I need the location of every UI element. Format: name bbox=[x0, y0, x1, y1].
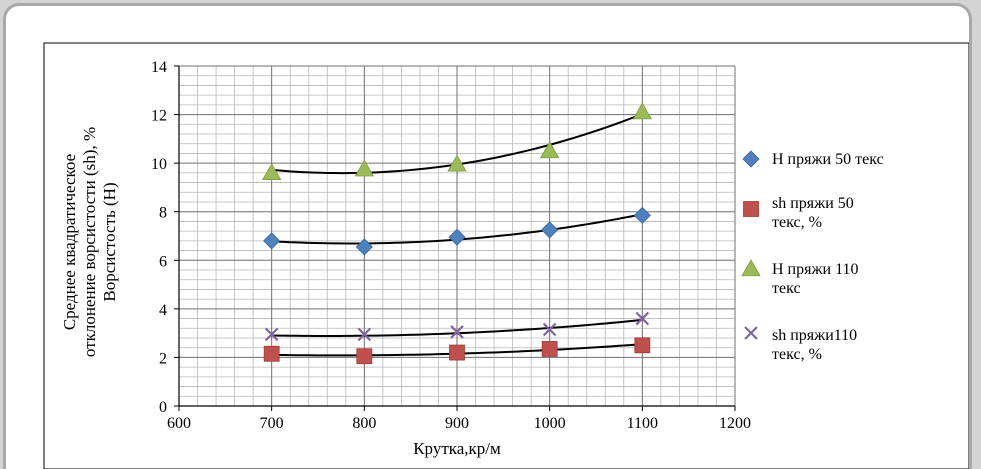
y-axis-title-line-3: Ворсистость (Н) bbox=[100, 182, 119, 301]
data-point-series-4 bbox=[542, 322, 557, 337]
legend-marker-diamond bbox=[742, 150, 760, 168]
y-axis-title: Среднее квадратическое отклонение ворсис… bbox=[60, 127, 119, 357]
data-point-series-3 bbox=[632, 102, 653, 120]
x-tick-label: 1000 bbox=[534, 415, 566, 432]
legend-marker-square-shape bbox=[743, 201, 759, 217]
y-tick-label: 6 bbox=[159, 253, 167, 270]
data-point-series-1 bbox=[355, 238, 373, 256]
data-point-series-3 bbox=[539, 141, 560, 159]
chart-area-border bbox=[43, 42, 969, 469]
data-point-series-2-shape bbox=[263, 345, 280, 362]
axes bbox=[174, 65, 736, 411]
data-point-series-3 bbox=[447, 154, 467, 172]
chart-frame: 600 700 800 900 1000 1100 1200 0 2 4 6 8 10 12 14 Кру… bbox=[3, 3, 972, 469]
legend-label-sh-110-line-1: sh пряжи110 bbox=[772, 327, 857, 344]
legend-marker-triangle-shape bbox=[741, 259, 761, 277]
x-axis-title: Крутка,кр/м bbox=[413, 439, 501, 458]
data-point-series-1 bbox=[448, 228, 466, 246]
legend-label-sh-110-line-2: текс, % bbox=[772, 346, 822, 363]
data-point-series-4-stroke-b bbox=[264, 327, 279, 342]
y-tick-label: 12 bbox=[151, 108, 167, 125]
data-point-series-1-shape bbox=[541, 221, 559, 239]
data-point-series-4-stroke-b bbox=[635, 311, 650, 326]
legend-marker-triangle bbox=[741, 259, 761, 277]
data-point-series-3-shape bbox=[539, 141, 560, 159]
x-tick-label: 700 bbox=[260, 415, 284, 432]
data-point-series-2 bbox=[263, 345, 280, 362]
data-point-series-3-shape bbox=[447, 154, 467, 172]
legend-marker-x bbox=[744, 326, 758, 340]
legend-marker-x-shape bbox=[744, 326, 758, 340]
data-point-series-4 bbox=[264, 327, 279, 342]
data-markers bbox=[261, 102, 653, 365]
y-axis-title-line-2: отклонение ворсистости (sh), % bbox=[80, 127, 99, 357]
x-tick-label: 800 bbox=[352, 415, 376, 432]
data-point-series-2-shape bbox=[634, 337, 651, 354]
chart: 600 700 800 900 1000 1100 1200 0 2 4 6 8 10 12 14 Кру… bbox=[43, 42, 969, 469]
data-point-series-4 bbox=[635, 311, 650, 326]
data-point-series-2-shape bbox=[449, 344, 465, 361]
legend: Н пряжи 50 текс sh пряжи 50 текс, % Н пр… bbox=[741, 150, 884, 363]
legend-label-h-50: Н пряжи 50 текс bbox=[772, 151, 884, 168]
x-tick-label: 1200 bbox=[719, 415, 751, 432]
x-tick-label: 900 bbox=[445, 415, 469, 432]
legend-marker-triangle-shape-shape bbox=[741, 259, 761, 277]
data-point-series-1 bbox=[633, 206, 651, 224]
y-axis-title-line-1: Среднее квадратическое bbox=[60, 154, 79, 330]
data-point-series-2 bbox=[356, 348, 373, 365]
y-tick-label: 10 bbox=[151, 156, 167, 173]
data-point-series-3 bbox=[354, 159, 375, 177]
data-point-series-2 bbox=[541, 341, 558, 357]
data-point-series-1 bbox=[263, 232, 281, 250]
legend-marker-diamond-shape bbox=[742, 150, 760, 168]
data-point-series-4-stroke-b bbox=[542, 322, 557, 337]
y-tick-label: 4 bbox=[159, 302, 167, 319]
data-point-series-4 bbox=[357, 327, 372, 342]
data-point-series-4 bbox=[450, 325, 464, 339]
data-point-series-3 bbox=[261, 163, 282, 181]
legend-label-sh-50-line-1: sh пряжи 50 bbox=[772, 195, 854, 212]
legend-marker-diamond-shape-shape bbox=[742, 150, 760, 168]
y-tick-labels: 0 2 4 6 8 10 12 14 bbox=[151, 59, 167, 416]
data-point-series-3-shape bbox=[354, 159, 375, 177]
data-point-series-3-shape bbox=[261, 163, 282, 181]
legend-label-h-110-line-2: текс bbox=[772, 280, 801, 297]
legend-marker-square bbox=[743, 201, 759, 217]
x-tick-labels: 600 700 800 900 1000 1100 1200 bbox=[167, 415, 751, 432]
data-point-series-1-shape bbox=[633, 206, 651, 224]
data-point-series-2-shape bbox=[541, 341, 558, 357]
data-point-series-2 bbox=[634, 337, 651, 354]
x-tick-label: 600 bbox=[167, 415, 191, 432]
y-tick-label: 2 bbox=[159, 350, 167, 367]
legend-marker-x-shape-stroke-b bbox=[744, 326, 758, 340]
x-tick-label: 1100 bbox=[627, 415, 658, 432]
data-point-series-2 bbox=[449, 344, 465, 361]
data-point-series-3-shape bbox=[632, 102, 653, 120]
y-tick-label: 8 bbox=[159, 205, 167, 222]
data-point-series-4-stroke-b bbox=[357, 327, 372, 342]
data-point-series-4-stroke-b bbox=[450, 325, 464, 339]
data-point-series-1-shape bbox=[263, 232, 281, 250]
y-tick-label: 0 bbox=[159, 399, 167, 416]
y-tick-label: 14 bbox=[151, 59, 167, 76]
data-point-series-2-shape bbox=[356, 348, 373, 365]
legend-marker-square-shape-shape bbox=[743, 201, 759, 217]
data-point-series-1 bbox=[541, 221, 559, 239]
legend-label-h-110-line-1: Н пряжи 110 bbox=[772, 261, 859, 278]
legend-label-sh-50-line-2: текс, % bbox=[772, 214, 822, 231]
data-point-series-1-shape bbox=[355, 238, 373, 256]
data-point-series-1-shape bbox=[448, 228, 466, 246]
